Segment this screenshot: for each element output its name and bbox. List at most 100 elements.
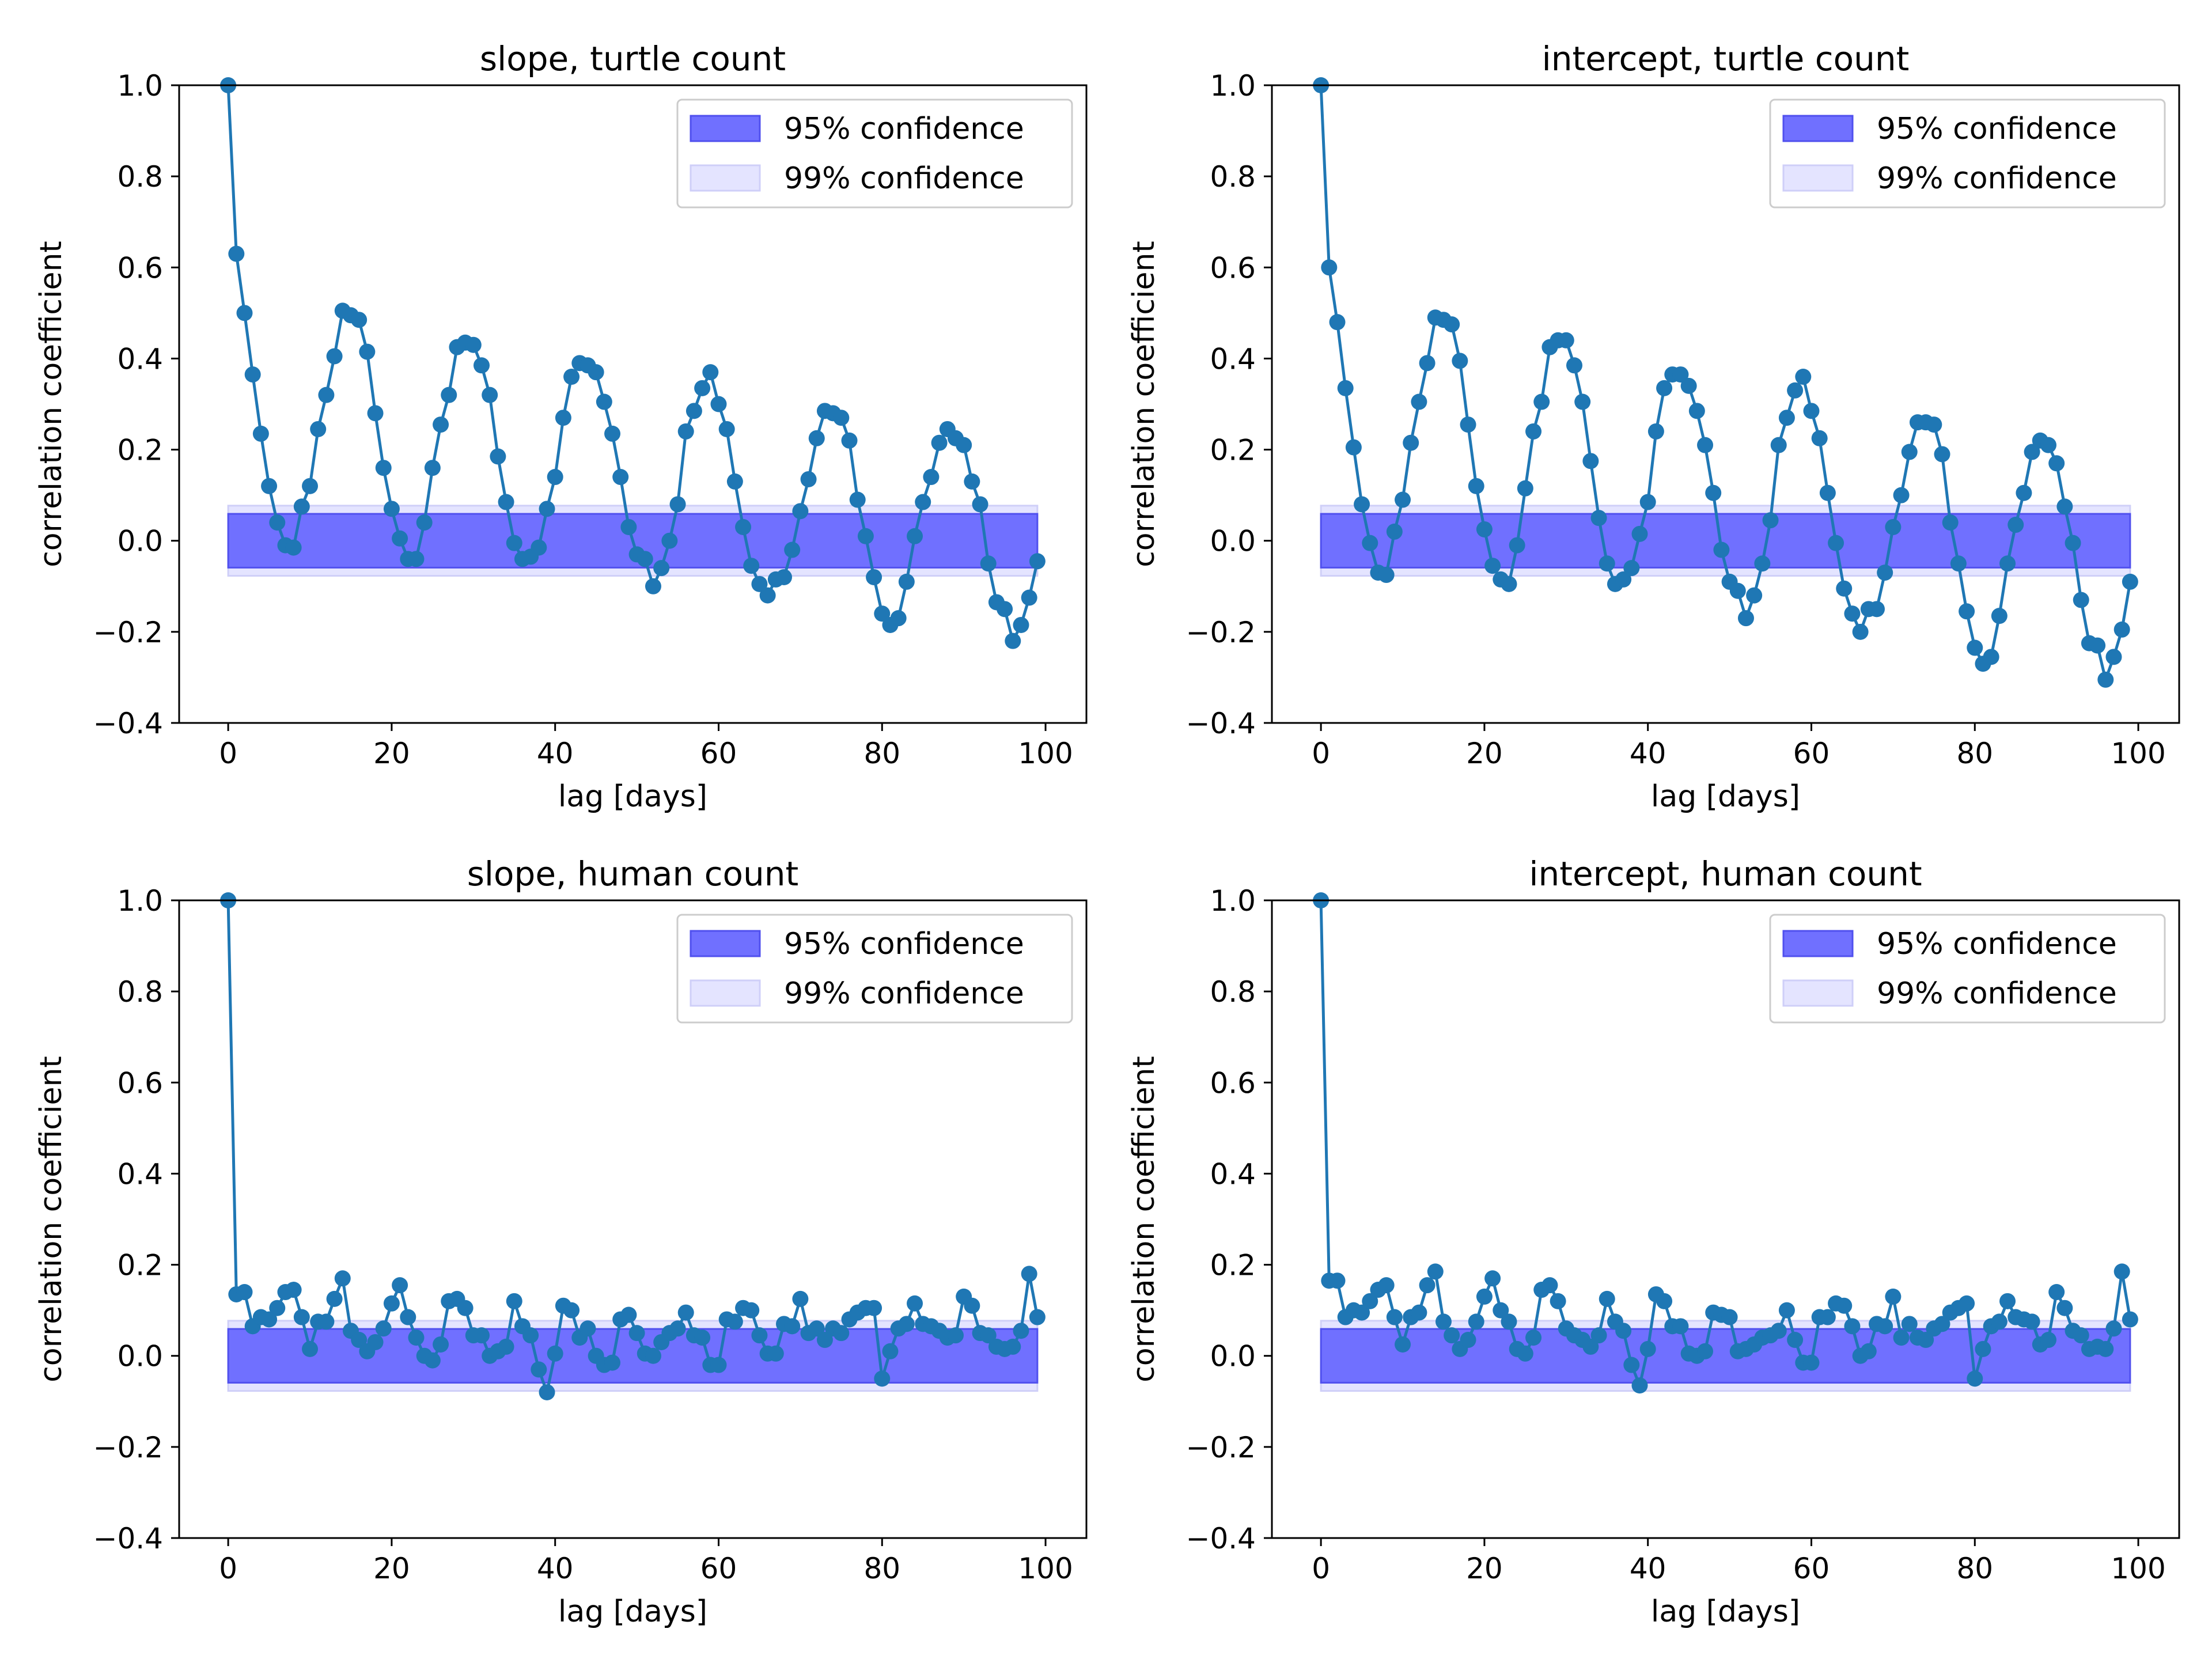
data-point bbox=[1582, 453, 1599, 469]
legend: 95% confidence 99% confidence bbox=[1769, 914, 2166, 1024]
data-point bbox=[539, 501, 555, 517]
data-point bbox=[1468, 1313, 1484, 1330]
data-point bbox=[2113, 1263, 2130, 1280]
legend-box bbox=[1769, 99, 2166, 209]
data-point bbox=[898, 573, 915, 590]
data-point bbox=[1468, 478, 1484, 494]
data-point bbox=[792, 503, 809, 520]
data-point bbox=[1893, 487, 1910, 503]
x-tick-label: 0 bbox=[1312, 737, 1330, 770]
y-tick-label: 0.8 bbox=[1210, 975, 1256, 1009]
data-point bbox=[1729, 582, 1746, 599]
data-point bbox=[898, 1316, 915, 1332]
data-point bbox=[710, 396, 727, 412]
x-axis-label: lag [days] bbox=[558, 1594, 707, 1629]
data-point bbox=[383, 1295, 400, 1312]
data-point bbox=[2122, 573, 2138, 590]
x-axis-label: lag [days] bbox=[1651, 779, 1800, 814]
data-point bbox=[228, 245, 245, 262]
data-point bbox=[1721, 1309, 1738, 1325]
data-point bbox=[293, 1309, 310, 1325]
confidence-band-95 bbox=[1320, 513, 2131, 569]
legend-label-95: 95% confidence bbox=[1877, 112, 2117, 146]
x-axis-label: lag [days] bbox=[1651, 1594, 1800, 1629]
data-point bbox=[547, 1345, 563, 1362]
data-point bbox=[1991, 608, 2008, 624]
data-point bbox=[351, 312, 368, 328]
data-point bbox=[735, 518, 752, 535]
data-point bbox=[1395, 1336, 1411, 1353]
data-point bbox=[367, 1334, 384, 1350]
data-point bbox=[784, 541, 801, 558]
data-point bbox=[849, 491, 866, 508]
data-point bbox=[433, 1336, 449, 1353]
data-point bbox=[522, 1327, 539, 1344]
data-point bbox=[637, 551, 653, 567]
data-point bbox=[1991, 1313, 2008, 1330]
data-point bbox=[1354, 1304, 1370, 1321]
data-point bbox=[2024, 444, 2040, 460]
data-point bbox=[1476, 521, 1493, 537]
data-point bbox=[1770, 437, 1787, 453]
data-point bbox=[964, 1297, 980, 1314]
y-tick-label: −0.2 bbox=[93, 616, 163, 649]
data-point bbox=[392, 530, 408, 547]
x-tick-label: 100 bbox=[2111, 1552, 2165, 1585]
data-point bbox=[2089, 637, 2106, 654]
data-point bbox=[1885, 1288, 1902, 1305]
data-point bbox=[1525, 423, 1542, 440]
x-tick-label: 20 bbox=[1466, 737, 1503, 770]
data-point bbox=[669, 1320, 686, 1337]
data-point bbox=[980, 1327, 997, 1344]
data-point bbox=[907, 1295, 923, 1312]
data-point bbox=[907, 528, 923, 544]
data-point bbox=[1762, 512, 1779, 529]
data-point bbox=[677, 423, 694, 440]
data-point bbox=[2016, 484, 2032, 501]
data-point bbox=[269, 514, 286, 531]
data-point bbox=[2040, 1332, 2056, 1349]
data-point bbox=[1967, 639, 1983, 656]
data-point bbox=[1321, 259, 1338, 276]
confidence-band-95 bbox=[1320, 1328, 2131, 1384]
data-point bbox=[808, 1320, 825, 1337]
data-point bbox=[2097, 671, 2114, 688]
x-axis-label: lag [days] bbox=[558, 779, 707, 814]
data-point bbox=[964, 473, 980, 490]
data-point bbox=[424, 1352, 441, 1369]
legend-swatch-99 bbox=[690, 979, 761, 1007]
data-point bbox=[1656, 380, 1673, 396]
x-tick-label: 60 bbox=[700, 737, 737, 770]
data-point bbox=[400, 1309, 416, 1325]
chart-panel-1: 0 20 40 60 80 100 −0.4 −0.2 0.0 0.2 0.4 0.6 0.8 1.0 sl… bbox=[34, 39, 1088, 814]
data-point bbox=[1885, 518, 1902, 535]
data-point bbox=[653, 560, 670, 577]
data-point bbox=[1934, 1316, 1950, 1332]
data-point bbox=[1419, 355, 1435, 372]
y-tick-label: 0.2 bbox=[117, 434, 163, 467]
data-point bbox=[1029, 1309, 1046, 1325]
data-point bbox=[1688, 403, 1705, 419]
chart-title: slope, turtle count bbox=[480, 39, 786, 78]
data-point bbox=[1615, 571, 1632, 588]
axes-frame bbox=[178, 899, 1088, 1539]
x-tick-label: 60 bbox=[1793, 737, 1830, 770]
data-point bbox=[972, 496, 988, 513]
y-axis-label: correlation coefficient bbox=[34, 1056, 69, 1382]
x-tick-label: 40 bbox=[1630, 1552, 1666, 1585]
data-point bbox=[620, 518, 637, 535]
y-tick-label: −0.2 bbox=[1186, 616, 1256, 649]
y-tick-label: 0.8 bbox=[117, 975, 163, 1009]
data-point bbox=[1999, 1293, 2016, 1309]
legend-label-99: 99% confidence bbox=[784, 161, 1024, 196]
legend-swatch-95 bbox=[690, 930, 761, 957]
series-markers bbox=[220, 892, 1046, 1400]
data-point bbox=[1754, 555, 1771, 572]
legend-swatch-95 bbox=[1782, 930, 1854, 957]
data-point bbox=[604, 1354, 621, 1371]
data-point bbox=[1590, 510, 1607, 527]
data-point bbox=[776, 569, 792, 585]
data-point bbox=[285, 539, 302, 556]
legend-swatch-95 bbox=[690, 115, 761, 142]
